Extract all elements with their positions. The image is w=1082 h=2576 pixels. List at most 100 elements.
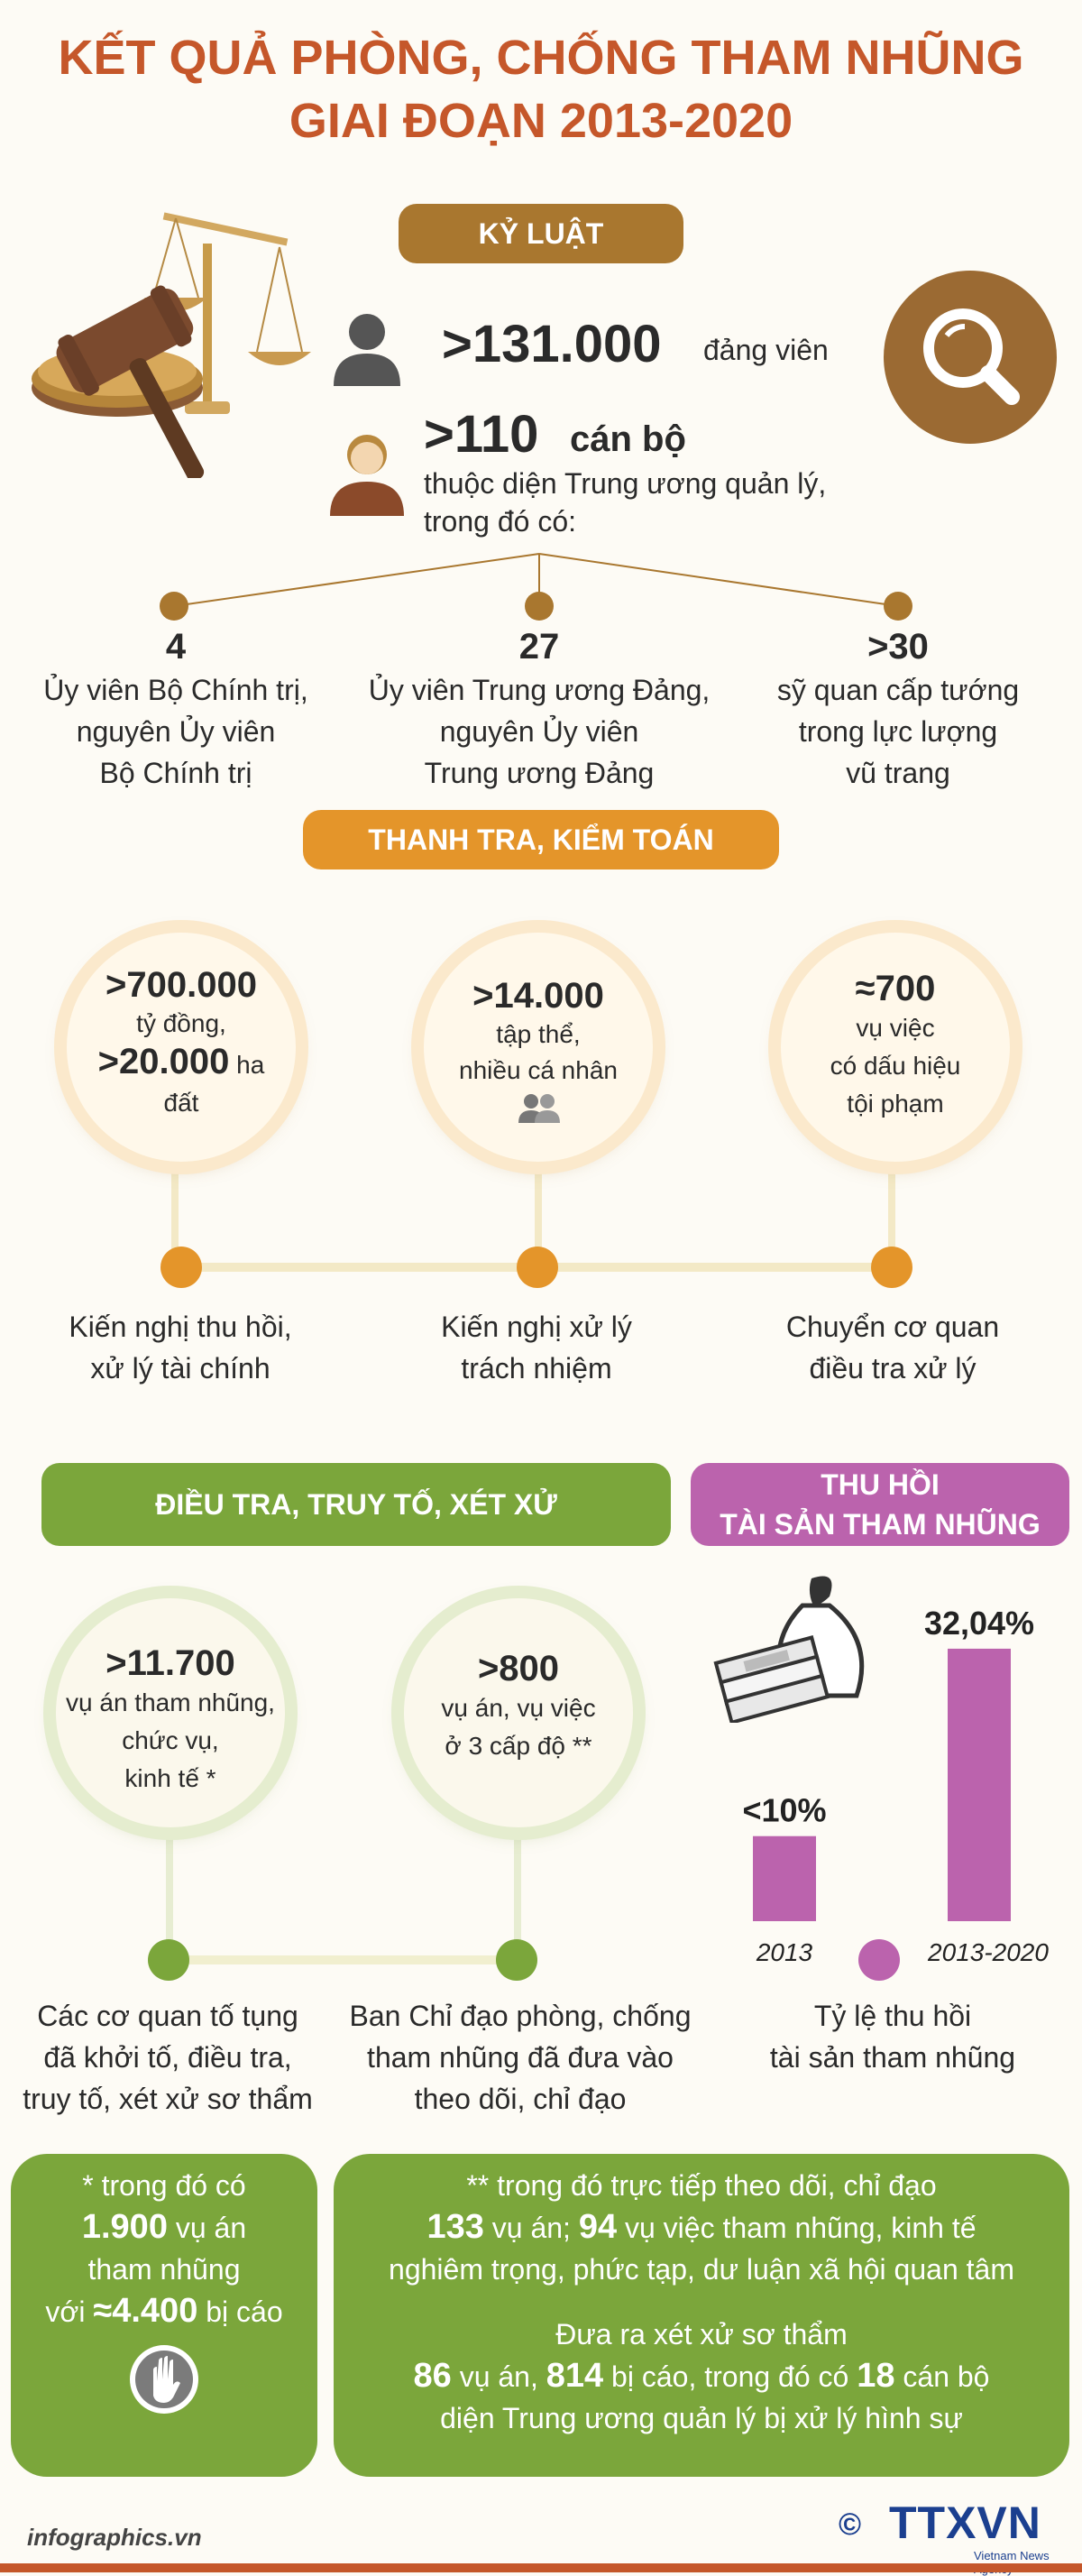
discipline-item-1-l1: Ủy viên Bộ Chính trị,	[43, 674, 308, 706]
inspection-c2-text-1: tập thể,	[496, 1020, 581, 1048]
section-discipline-label: KỶ LUẬT	[399, 204, 683, 263]
magnifier-icon	[923, 308, 1020, 405]
bar-2013-2020	[948, 1648, 1011, 1921]
cadres-desc-2: trong đó có:	[424, 505, 576, 538]
note-left-t2: với	[45, 2295, 86, 2328]
investigation-label-2-l3: theo dõi, chỉ đạo	[414, 2083, 627, 2115]
discipline-item-1: 4 Ủy viên Bộ Chính trị, nguyên Ủy viên B…	[0, 624, 352, 794]
recovery-caption: Tỷ lệ thu hồi tài sản tham nhũng	[712, 1995, 1073, 2078]
cadres-desc-1: thuộc diện Trung ương quản lý,	[424, 467, 827, 500]
note-right-v4: 814	[546, 2357, 604, 2395]
investigation-c1-text-2: chức vụ,	[122, 1726, 219, 1754]
investigation-label-1-l1: Các cơ quan tố tụng	[37, 2000, 298, 2032]
investigation-c1-value: >11.700	[105, 1643, 235, 1683]
discipline-item-2-l2: nguyên Ủy viên	[439, 715, 639, 748]
inspection-label-3-l2: điều tra xử lý	[809, 1352, 977, 1385]
inspection-label-1: Kiến nghị thu hồi, xử lý tài chính	[0, 1306, 361, 1389]
investigation-c2-text-1: vụ án, vụ việc	[441, 1694, 596, 1722]
investigation-c2-text-2: ở 3 cấp độ **	[445, 1732, 592, 1760]
members-unit: đảng viên	[703, 334, 829, 366]
investigation-label-2: Ban Chỉ đạo phòng, chống tham nhũng đã đ…	[335, 1995, 705, 2120]
members-value: >131.000	[442, 315, 662, 373]
cadre-person-icon	[330, 435, 404, 516]
footer-bar	[0, 2563, 1082, 2572]
recovery-caption-2: tài sản tham nhũng	[769, 2041, 1016, 2074]
section-recovery-label-1: THU HỒI	[821, 1468, 940, 1501]
note-left-l1: * trong đó có	[82, 2169, 246, 2202]
inspection-label-1-l2: xử lý tài chính	[90, 1352, 270, 1385]
investigation-node-2	[496, 1939, 537, 1981]
investigation-circle-1: >11.700 vụ án tham nhũng, chức vụ, kinh …	[56, 1598, 285, 1827]
bar-2013	[753, 1835, 816, 1921]
note-right-v1: 133	[426, 2208, 484, 2246]
inspection-node-1	[160, 1247, 202, 1288]
investigation-c2-value: >800	[477, 1649, 560, 1688]
investigation-stem-1	[166, 1813, 173, 1957]
inspection-label-1-l1: Kiến nghị thu hồi,	[69, 1311, 292, 1343]
inspection-c3-text-3: tội phạm	[847, 1090, 944, 1118]
discipline-item-3-l1: sỹ quan cấp tướng	[776, 674, 1020, 706]
inspection-label-2-l2: trách nhiệm	[461, 1352, 612, 1385]
discipline-item-3-value: >30	[867, 627, 929, 667]
note-left-v1: 1.900	[81, 2208, 168, 2246]
note-right-l3: nghiêm trọng, phức tạp, dư luận xã hội q…	[389, 2253, 1014, 2286]
investigation-label-1-l3: truy tố, xét xử sơ thẩm	[23, 2083, 313, 2115]
inspection-c2-value: >14.000	[472, 976, 604, 1016]
note-right-t5: cán bộ	[903, 2360, 990, 2393]
inspection-c3-value: ≈700	[855, 969, 936, 1008]
discipline-item-2: 27 Ủy viên Trung ương Đảng, nguyên Ủy vi…	[352, 624, 727, 794]
investigation-node-1	[148, 1939, 189, 1981]
recovery-legend-dot	[858, 1939, 900, 1981]
note-left-v2: ≈4.400	[93, 2292, 198, 2330]
discipline-item-2-l3: Trung ương Đảng	[424, 757, 655, 789]
inspection-c2-text-2: nhiều cá nhân	[459, 1056, 618, 1084]
note-left-t1: vụ án	[175, 2212, 247, 2244]
discipline-item-3: >30 sỹ quan cấp tướng trong lực lượng vũ…	[727, 624, 1069, 794]
note-right-l1: ** trong đó trực tiếp theo dõi, chỉ đạo	[466, 2169, 937, 2202]
investigation-c1-text-1: vụ án tham nhũng,	[66, 1688, 275, 1716]
inspection-c1-value: >700.000	[105, 965, 257, 1005]
copyright-icon: ©	[839, 2507, 862, 2542]
note-right-t1: vụ án;	[491, 2212, 571, 2244]
note-right-v3: 86	[413, 2357, 452, 2395]
investigation-label-2-l2: tham nhũng đã đưa vào	[367, 2041, 674, 2074]
note-right-l6: diện Trung ương quản lý bị xử lý hình sự	[440, 2402, 963, 2434]
cadres-unit: cán bộ	[570, 419, 686, 459]
inspection-label-2: Kiến nghị xử lý trách nhiệm	[361, 1306, 712, 1389]
inspection-c1-text-2: ha	[236, 1051, 265, 1079]
bar-value-label-2013-2020: 32,04%	[924, 1605, 1034, 1642]
investigation-connector	[171, 1955, 519, 1964]
note-right-t3: vụ án,	[459, 2360, 538, 2393]
note-right-v5: 18	[857, 2357, 895, 2395]
investigation-c1-text-3: kinh tế *	[124, 1764, 216, 1792]
note-left-box: * trong đó có 1.900 vụ án tham nhũng với…	[11, 2154, 317, 2477]
discipline-connector	[160, 553, 912, 621]
note-right-v2: 94	[578, 2208, 618, 2246]
note-right-l4: Đưa ra xét xử sơ thẩm	[555, 2318, 848, 2351]
inspection-node-3	[871, 1247, 912, 1288]
inspection-label-3: Chuyển cơ quan điều tra xử lý	[712, 1306, 1073, 1389]
search-circle	[884, 271, 1057, 444]
bar-category-label-2013: 2013	[756, 1938, 813, 1966]
inspection-c3-text-2: có dấu hiệu	[830, 1052, 961, 1080]
inspection-node-2	[517, 1247, 558, 1288]
inspection-circle-1: >700.000 tỷ đồng, >20.000 ha đất	[67, 933, 296, 1162]
inspection-c3-text-1: vụ việc	[856, 1014, 935, 1042]
inspection-c1-text-3: đất	[163, 1089, 199, 1117]
inspection-circle-2: >14.000 tập thể, nhiều cá nhân	[424, 933, 653, 1162]
section-recovery-label: THU HỒI TÀI SẢN THAM NHŨNG	[691, 1463, 1069, 1546]
bar-value-label-2013: <10%	[742, 1792, 826, 1829]
discipline-item-1-value: 4	[165, 627, 187, 667]
stop-hand-icon	[130, 2345, 198, 2414]
investigation-circle-2: >800 vụ án, vụ việc ở 3 cấp độ **	[404, 1598, 633, 1827]
investigation-label-1: Các cơ quan tố tụng đã khởi tố, điều tra…	[0, 1995, 335, 2120]
page-title-line-1: KẾT QUẢ PHÒNG, CHỐNG THAM NHŨNG	[58, 31, 1024, 85]
member-person-icon	[334, 314, 400, 386]
page-title-line-2: GIAI ĐOẠN 2013-2020	[289, 94, 793, 148]
discipline-item-2-l1: Ủy viên Trung ương Đảng,	[368, 674, 711, 706]
discipline-item-1-l3: Bộ Chính trị	[99, 757, 252, 789]
section-investigation-label: ĐIỀU TRA, TRUY TỐ, XÉT XỬ	[41, 1463, 671, 1546]
discipline-item-3-l2: trong lực lượng	[798, 715, 998, 748]
note-right-t4: bị cáo, trong đó có	[611, 2360, 849, 2393]
group-people-icon	[518, 1094, 560, 1123]
